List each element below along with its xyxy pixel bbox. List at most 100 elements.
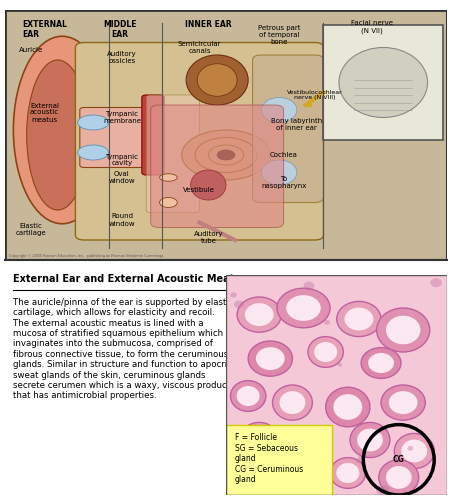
Ellipse shape — [338, 48, 427, 117]
Ellipse shape — [349, 422, 389, 458]
Ellipse shape — [288, 470, 298, 478]
FancyBboxPatch shape — [75, 42, 323, 240]
Ellipse shape — [197, 64, 237, 96]
Ellipse shape — [261, 160, 296, 185]
Ellipse shape — [380, 385, 424, 420]
Ellipse shape — [261, 456, 301, 490]
Text: Round
window: Round window — [108, 214, 135, 226]
Ellipse shape — [285, 295, 320, 321]
FancyBboxPatch shape — [142, 95, 164, 175]
Text: Tympanic
cavity: Tympanic cavity — [105, 154, 138, 166]
Circle shape — [208, 145, 243, 165]
Ellipse shape — [318, 464, 327, 471]
Ellipse shape — [376, 308, 429, 352]
Circle shape — [194, 138, 257, 172]
Text: Facial nerve
(N VII): Facial nerve (N VII) — [350, 20, 392, 34]
Ellipse shape — [355, 458, 361, 463]
Ellipse shape — [337, 362, 341, 366]
Ellipse shape — [329, 458, 365, 488]
Text: Petrous part
of temporal
bone: Petrous part of temporal bone — [258, 25, 300, 45]
Text: Oval
window: Oval window — [108, 171, 135, 184]
Ellipse shape — [279, 391, 305, 414]
Text: Copyright © 2009 Pearson Education, Inc., publishing as Pearson Benjamin Cumming: Copyright © 2009 Pearson Education, Inc.… — [9, 254, 164, 258]
Ellipse shape — [336, 463, 359, 483]
Text: Cochlea: Cochlea — [269, 152, 297, 158]
Ellipse shape — [385, 466, 411, 489]
FancyBboxPatch shape — [252, 55, 323, 203]
Text: MIDDLE
EAR: MIDDLE EAR — [103, 20, 136, 40]
Ellipse shape — [230, 380, 265, 412]
Circle shape — [181, 130, 270, 180]
FancyBboxPatch shape — [80, 108, 150, 168]
Text: F = Follicle
SG = Sebaceous
gland
CG = Ceruminous
gland: F = Follicle SG = Sebaceous gland CG = C… — [235, 434, 303, 484]
Ellipse shape — [393, 434, 433, 468]
Ellipse shape — [336, 302, 380, 336]
Ellipse shape — [296, 431, 331, 462]
Ellipse shape — [276, 288, 329, 328]
FancyBboxPatch shape — [323, 25, 442, 140]
Ellipse shape — [344, 308, 373, 330]
Text: The auricle/pinna of the ear is supported by elastic
cartilage, which allows for: The auricle/pinna of the ear is supporte… — [14, 298, 238, 400]
Ellipse shape — [367, 353, 393, 373]
Ellipse shape — [323, 320, 329, 324]
Text: Elastic
cartilage: Elastic cartilage — [16, 224, 46, 236]
FancyBboxPatch shape — [226, 424, 331, 495]
Ellipse shape — [236, 386, 259, 406]
Ellipse shape — [429, 278, 441, 287]
Ellipse shape — [262, 424, 271, 432]
Ellipse shape — [268, 462, 294, 484]
Ellipse shape — [360, 348, 400, 378]
Ellipse shape — [307, 336, 343, 368]
Ellipse shape — [316, 427, 326, 435]
Circle shape — [216, 150, 235, 160]
Ellipse shape — [313, 342, 336, 362]
Ellipse shape — [385, 316, 419, 344]
Text: Vestibule: Vestibule — [183, 187, 215, 193]
Text: To
nasopharynx: To nasopharynx — [260, 176, 306, 189]
Text: External Ear and External Acoustic Meatus:: External Ear and External Acoustic Meatu… — [14, 274, 251, 284]
Ellipse shape — [244, 303, 273, 326]
Ellipse shape — [303, 282, 314, 290]
Ellipse shape — [230, 292, 236, 298]
FancyBboxPatch shape — [150, 105, 283, 228]
Ellipse shape — [186, 55, 248, 105]
Ellipse shape — [248, 341, 292, 376]
Text: EXTERNAL
EAR: EXTERNAL EAR — [22, 20, 67, 40]
Ellipse shape — [406, 446, 413, 450]
FancyBboxPatch shape — [146, 95, 199, 212]
Ellipse shape — [237, 297, 281, 332]
Ellipse shape — [388, 391, 417, 414]
Circle shape — [159, 198, 177, 207]
Ellipse shape — [378, 460, 418, 495]
FancyBboxPatch shape — [226, 275, 446, 495]
Text: Bony labyrinth
of inner ear: Bony labyrinth of inner ear — [271, 118, 322, 132]
Text: Auditory
tube: Auditory tube — [193, 231, 223, 244]
Text: Tympanic
membrane: Tympanic membrane — [103, 111, 141, 124]
FancyBboxPatch shape — [5, 10, 446, 260]
Ellipse shape — [255, 347, 284, 370]
Text: CG: CG — [392, 456, 404, 464]
Text: Semicircular
canals: Semicircular canals — [177, 41, 221, 54]
Text: INNER EAR: INNER EAR — [184, 20, 231, 29]
Ellipse shape — [78, 115, 108, 130]
Ellipse shape — [376, 486, 388, 496]
Ellipse shape — [27, 60, 88, 210]
Ellipse shape — [14, 36, 110, 224]
Ellipse shape — [239, 422, 279, 458]
Ellipse shape — [261, 98, 296, 122]
Text: External
acoustic
meatus: External acoustic meatus — [30, 102, 59, 122]
Ellipse shape — [253, 428, 260, 434]
Ellipse shape — [190, 170, 226, 200]
Text: Auricle: Auricle — [19, 47, 43, 53]
Ellipse shape — [356, 428, 382, 452]
Ellipse shape — [246, 428, 272, 452]
Ellipse shape — [234, 300, 243, 308]
Ellipse shape — [333, 394, 361, 420]
Ellipse shape — [78, 145, 108, 160]
Ellipse shape — [303, 436, 325, 456]
Ellipse shape — [325, 387, 369, 427]
Ellipse shape — [159, 174, 177, 181]
Ellipse shape — [357, 456, 362, 460]
Text: Auditory
ossicles: Auditory ossicles — [107, 51, 136, 64]
Ellipse shape — [400, 440, 426, 462]
